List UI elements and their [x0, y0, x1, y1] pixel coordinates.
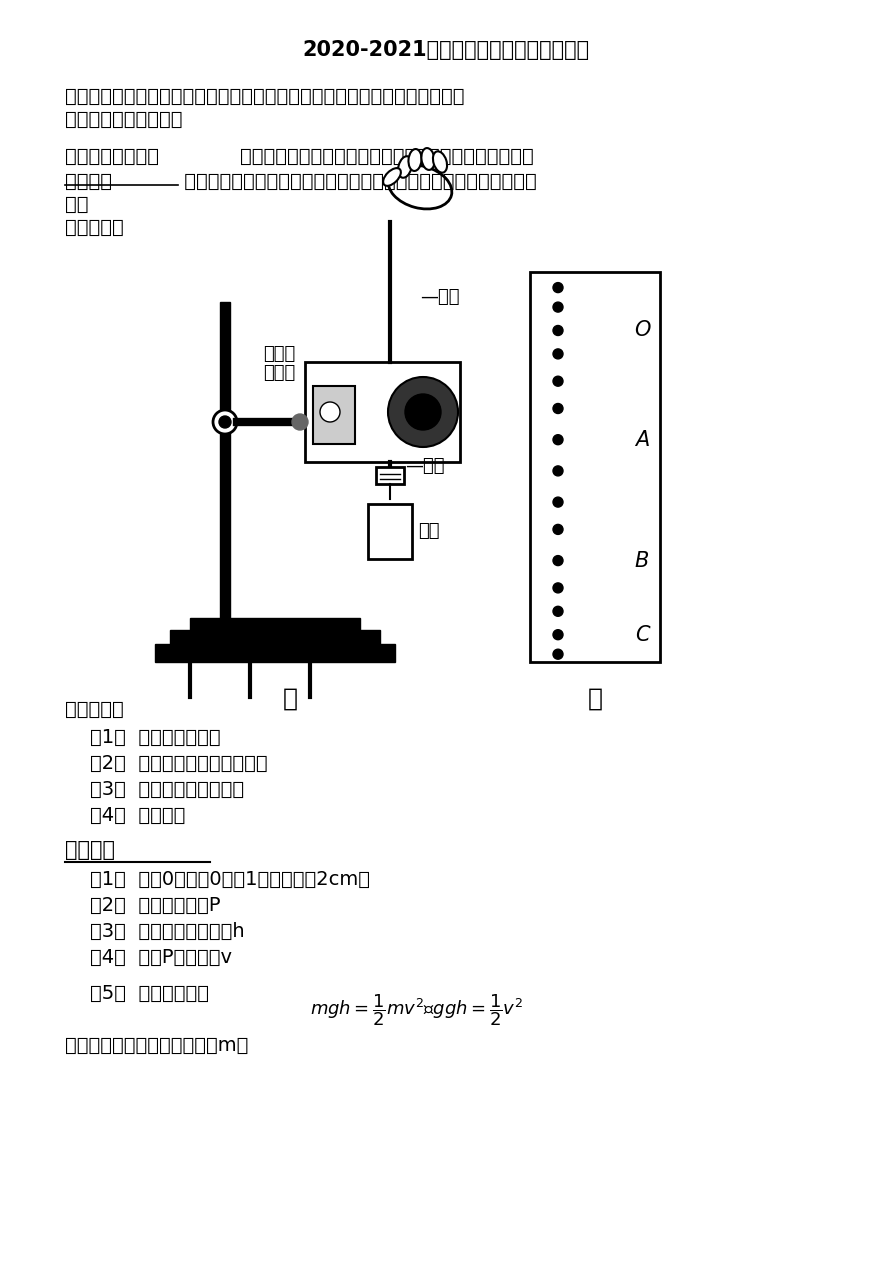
- Circle shape: [320, 403, 340, 422]
- Ellipse shape: [433, 151, 447, 173]
- Ellipse shape: [384, 168, 401, 186]
- Text: 只有重力做功，动能与重力势能相互转化，机械能守恒。: 只有重力做功，动能与重力势能相互转化，机械能守恒。: [240, 146, 533, 167]
- Bar: [220, 302, 230, 618]
- Text: B: B: [635, 550, 649, 570]
- Text: 2020-2021年高考物理实验方法：守恒法: 2020-2021年高考物理实验方法：守恒法: [302, 40, 590, 61]
- Text: 注意事项：不需要测物体质量m。: 注意事项：不需要测物体质量m。: [65, 1036, 248, 1055]
- Bar: [530, 273, 660, 663]
- Circle shape: [553, 434, 563, 444]
- Circle shape: [553, 348, 563, 358]
- Text: 机械能守恒定律：: 机械能守恒定律：: [65, 146, 159, 167]
- Text: （3）  选择打点清晰的纸带: （3） 选择打点清晰的纸带: [90, 780, 244, 799]
- Text: （2）  选取适当的点P: （2） 选取适当的点P: [90, 896, 220, 915]
- Bar: [376, 467, 404, 485]
- Text: 乙: 乙: [588, 687, 602, 711]
- Ellipse shape: [388, 165, 452, 209]
- Circle shape: [553, 302, 563, 312]
- Text: O: O: [634, 321, 650, 341]
- Ellipse shape: [398, 156, 412, 178]
- Text: 重物: 重物: [418, 522, 440, 540]
- Text: （4）  计算P点的速度v: （4） 计算P点的速度v: [90, 948, 232, 967]
- Text: 究动能定理等实验中。: 究动能定理等实验中。: [65, 110, 183, 129]
- Circle shape: [553, 283, 563, 293]
- Circle shape: [553, 606, 563, 616]
- Circle shape: [553, 583, 563, 593]
- Text: （1）  选取0点（从0点到1点距离约为2cm）: （1） 选取0点（从0点到1点距离约为2cm）: [90, 870, 370, 888]
- Bar: [313, 386, 355, 444]
- Text: 律。: 律。: [65, 196, 88, 215]
- Text: —夹子: —夹子: [405, 457, 444, 475]
- Text: （3）  测物体下落的高度h: （3） 测物体下落的高度h: [90, 923, 244, 941]
- Text: —纸带: —纸带: [420, 288, 459, 305]
- Text: （1）  按上图安装装置: （1） 按上图安装装置: [90, 728, 220, 747]
- Circle shape: [553, 649, 563, 659]
- Text: （2）  先接通电源，后释放纸带: （2） 先接通电源，后释放纸带: [90, 753, 268, 774]
- Circle shape: [219, 416, 231, 428]
- Text: 高中物理实验中，守恒法应用于验证机械能守恒定律、验证动量守恒定律及探: 高中物理实验中，守恒法应用于验证机械能守恒定律、验证动量守恒定律及探: [65, 87, 465, 106]
- Ellipse shape: [421, 148, 434, 170]
- Circle shape: [553, 497, 563, 507]
- Text: C: C: [635, 625, 649, 645]
- Circle shape: [405, 394, 441, 430]
- Circle shape: [553, 555, 563, 565]
- Text: （4）  数据处理: （4） 数据处理: [90, 806, 186, 825]
- Text: $mgh = \dfrac{1}{2}mv^2$即$ggh = \dfrac{1}{2}v^2$: $mgh = \dfrac{1}{2}mv^2$即$ggh = \dfrac{1…: [310, 992, 523, 1027]
- Circle shape: [553, 404, 563, 414]
- Bar: [170, 630, 380, 644]
- Text: 计时器: 计时器: [263, 363, 295, 382]
- Text: 数据处理: 数据处理: [65, 840, 115, 859]
- Circle shape: [553, 466, 563, 476]
- Circle shape: [292, 414, 308, 430]
- Text: A: A: [635, 429, 649, 449]
- Bar: [155, 644, 395, 663]
- Text: 通过研究物体自由下落过程中动能与势能的变化，验证机械能守恒定: 通过研究物体自由下落过程中动能与势能的变化，验证机械能守恒定: [178, 172, 537, 191]
- Text: 实验步骤：: 实验步骤：: [65, 700, 124, 719]
- Bar: [368, 504, 412, 559]
- Bar: [190, 618, 360, 630]
- Text: 实验装置：: 实验装置：: [65, 218, 124, 237]
- Text: 实验目的: 实验目的: [65, 172, 112, 191]
- Text: 甲: 甲: [283, 687, 298, 711]
- Circle shape: [553, 630, 563, 640]
- Ellipse shape: [409, 149, 422, 170]
- Circle shape: [213, 410, 237, 434]
- Text: 电火花: 电火花: [263, 345, 295, 363]
- Circle shape: [553, 326, 563, 336]
- Circle shape: [553, 376, 563, 386]
- Bar: [305, 362, 460, 462]
- Circle shape: [553, 525, 563, 534]
- Text: （5）  验证是否符合: （5） 验证是否符合: [90, 984, 209, 1003]
- Circle shape: [388, 377, 458, 447]
